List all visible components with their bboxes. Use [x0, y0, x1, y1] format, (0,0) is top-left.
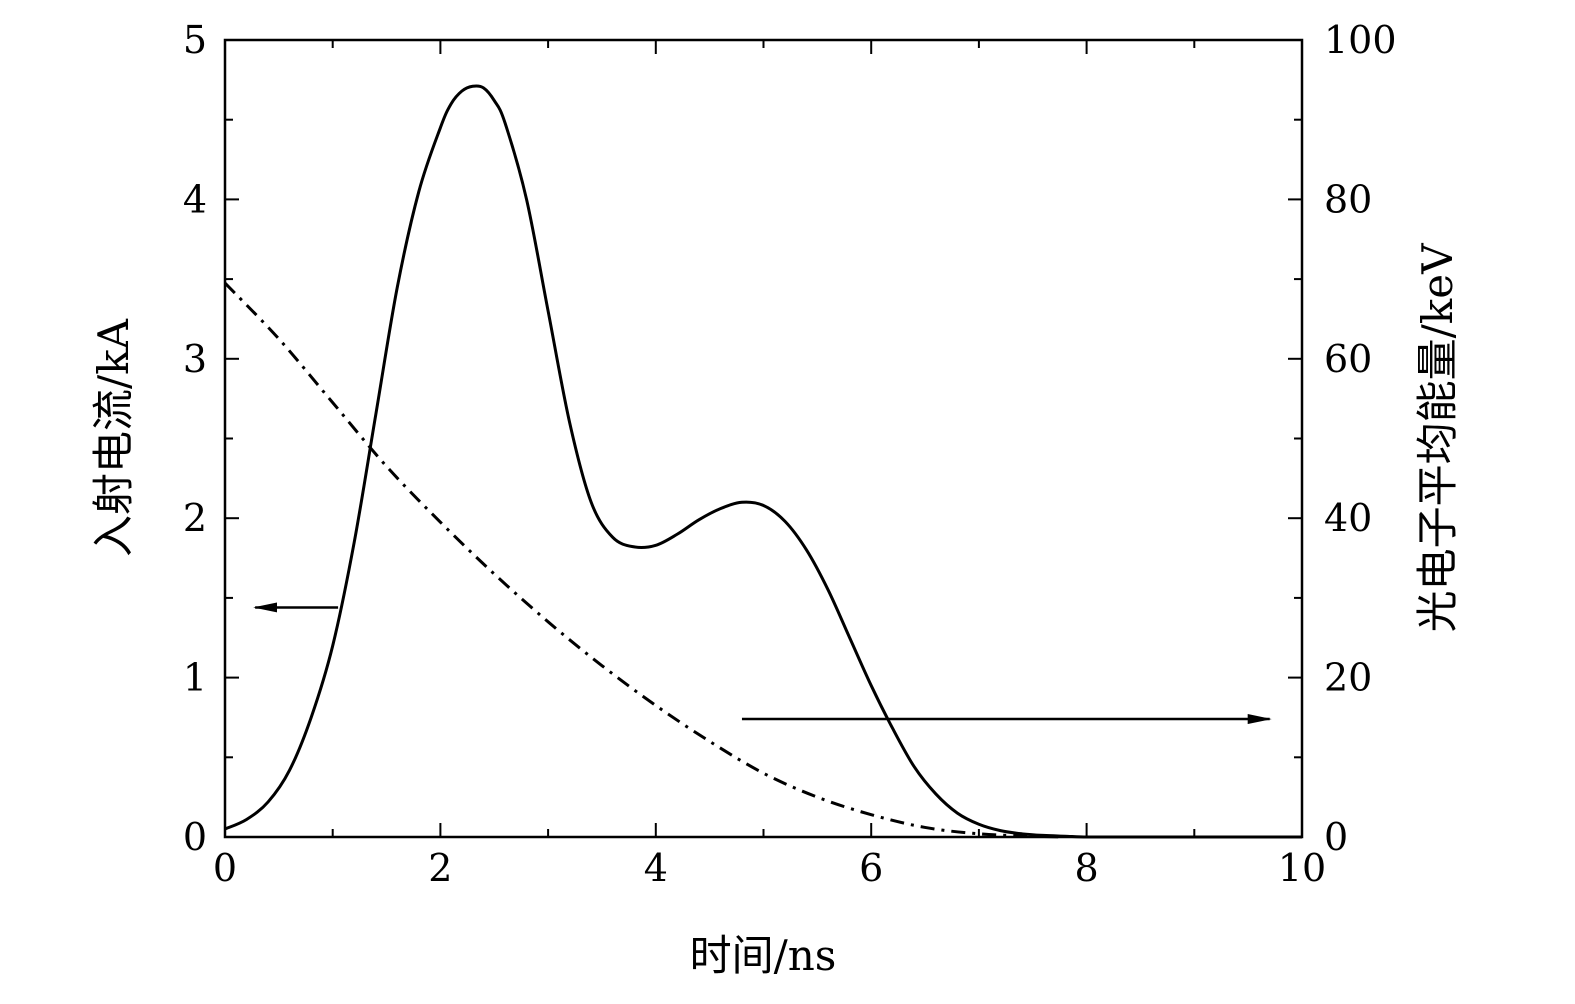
x-tick-label: 0: [213, 846, 237, 890]
y-right-tick-label: 100: [1324, 18, 1397, 62]
axis-ticks: [224, 39, 1303, 838]
y-right-tick-label: 20: [1324, 656, 1372, 700]
series-line-left-axis: [224, 84, 1302, 839]
x-tick-label: 6: [859, 846, 883, 890]
y-right-tick-label: 80: [1324, 177, 1372, 221]
y-right-tick-label: 40: [1324, 496, 1372, 540]
series-line-right-axis: [223, 282, 1066, 839]
y-left-tick-label: 5: [183, 18, 207, 62]
plot-frame: [223, 38, 1304, 839]
y-left-tick-label: 3: [183, 337, 207, 381]
y-axis-left-title: 入射电流/kA: [89, 318, 138, 557]
x-tick-label: 2: [428, 846, 452, 890]
series-layer: [223, 84, 1302, 839]
y-left-tick-label: 0: [183, 815, 207, 859]
y-left-tick-label: 2: [183, 496, 207, 540]
annotation-layer: [253, 602, 1272, 725]
x-axis-title: 时间/ns: [690, 931, 837, 980]
y-left-tick-label: 4: [183, 177, 207, 221]
y-right-tick-label: 0: [1324, 815, 1348, 859]
x-tick-label: 10: [1278, 846, 1326, 890]
y-right-tick-label: 60: [1324, 337, 1372, 381]
x-tick-label: 4: [644, 846, 668, 890]
x-tick-label: 8: [1075, 846, 1099, 890]
y-left-tick-label: 1: [183, 656, 207, 700]
y-axis-right-title: 光电子平均能量/keV: [1413, 243, 1462, 632]
